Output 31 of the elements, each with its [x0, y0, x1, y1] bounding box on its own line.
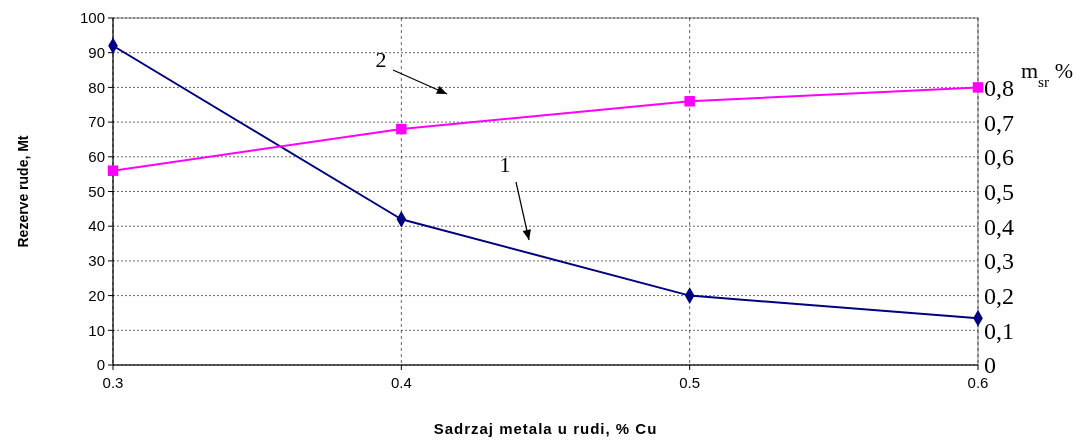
y-tick-label: 70	[88, 113, 105, 131]
y2-axis-title: m$_{sr}$ %	[1020, 58, 1073, 90]
y-axis-title: Rezerve rude, Mt	[15, 135, 31, 248]
y-tick-label: 60	[88, 148, 105, 166]
y2-tick-label: 0,6	[984, 144, 1014, 171]
point	[107, 165, 119, 176]
annotation: 1	[499, 152, 511, 177]
y2-tick-label: 0,1	[984, 317, 1014, 344]
y-tick-label: 90	[88, 43, 105, 61]
x-tick-label: 0.4	[390, 374, 412, 391]
y-tick-label: 30	[88, 252, 105, 270]
y2-tick-label: 0,3	[984, 248, 1014, 275]
point	[972, 82, 984, 93]
y2-tick-label: 0,5	[984, 178, 1014, 205]
y-tick-label: 0	[96, 356, 105, 374]
y2-tick-label: 0,2	[984, 283, 1014, 309]
y-tick-label: 20	[88, 286, 105, 304]
y-tick-label: 80	[88, 78, 105, 96]
y2-tick-label: 0,7	[984, 109, 1014, 136]
y-tick-label: 40	[88, 217, 105, 235]
y-tick-label: 10	[88, 321, 105, 339]
point	[396, 123, 407, 135]
y2-tick-label: 0,4	[984, 213, 1014, 240]
y2-tick-label: 0,8	[984, 74, 1014, 101]
x-tick-label: 0.5	[679, 374, 701, 391]
x-axis-title: Sadrzaj metala u rudi, % Cu	[433, 420, 658, 437]
x-tick-label: 0.3	[102, 374, 124, 391]
point	[684, 96, 695, 107]
annotation: 2	[375, 47, 387, 72]
y-tick-label: 100	[79, 9, 105, 27]
y-tick-label: 50	[88, 182, 105, 200]
